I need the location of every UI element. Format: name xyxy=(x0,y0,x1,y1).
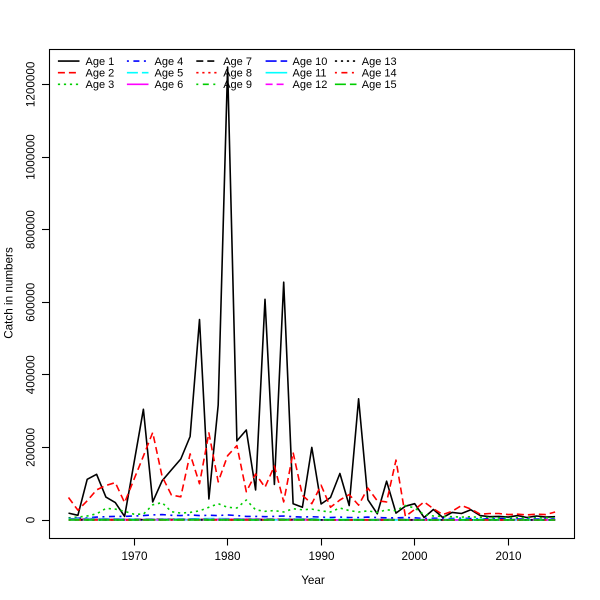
svg-text:2000: 2000 xyxy=(401,550,428,563)
svg-text:0: 0 xyxy=(24,516,37,523)
svg-text:600000: 600000 xyxy=(24,282,37,322)
svg-text:Age 7: Age 7 xyxy=(223,56,252,68)
svg-text:800000: 800000 xyxy=(24,210,37,250)
svg-text:Age 14: Age 14 xyxy=(362,68,397,80)
svg-text:Age 12: Age 12 xyxy=(293,79,328,91)
svg-text:1000000: 1000000 xyxy=(24,134,37,180)
svg-text:Age 15: Age 15 xyxy=(362,79,397,91)
svg-text:Age 8: Age 8 xyxy=(223,68,252,80)
svg-text:Age 3: Age 3 xyxy=(86,79,115,91)
svg-text:Age 11: Age 11 xyxy=(293,68,327,80)
svg-text:Age 2: Age 2 xyxy=(86,68,115,80)
svg-text:Age 4: Age 4 xyxy=(155,56,184,68)
svg-text:400000: 400000 xyxy=(24,355,37,395)
svg-text:Catch in numbers: Catch in numbers xyxy=(3,247,16,339)
svg-text:1990: 1990 xyxy=(308,550,335,563)
svg-text:Age 9: Age 9 xyxy=(223,79,252,91)
svg-text:2010: 2010 xyxy=(495,550,522,563)
svg-text:Age 5: Age 5 xyxy=(155,68,184,80)
svg-text:Age 6: Age 6 xyxy=(155,79,184,91)
svg-text:Age 10: Age 10 xyxy=(293,56,328,68)
svg-text:Age 1: Age 1 xyxy=(86,56,115,68)
svg-text:1970: 1970 xyxy=(121,550,148,563)
svg-text:1980: 1980 xyxy=(214,550,241,563)
svg-text:Age 13: Age 13 xyxy=(362,56,397,68)
svg-text:200000: 200000 xyxy=(24,427,37,467)
svg-text:Year: Year xyxy=(301,574,325,587)
svg-text:1200000: 1200000 xyxy=(24,61,37,107)
